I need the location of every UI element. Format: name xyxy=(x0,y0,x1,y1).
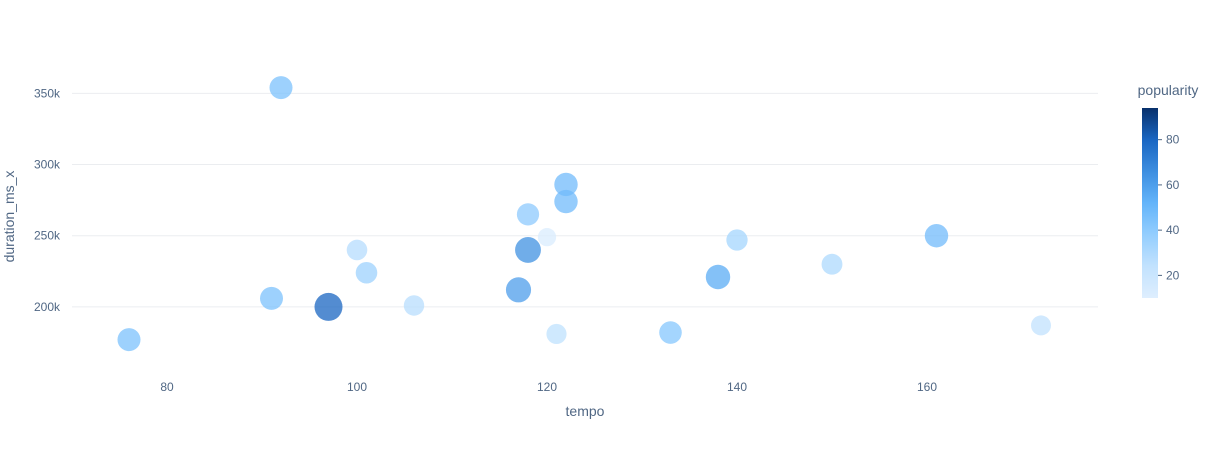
colorbar-tick-label: 80 xyxy=(1166,133,1180,147)
y-tick-label: 300k xyxy=(34,158,61,172)
y-tick-label: 200k xyxy=(34,300,61,314)
x-axis: 80 100 120 140 160 xyxy=(160,380,937,394)
scatter-point[interactable] xyxy=(821,253,843,275)
x-tick-label: 120 xyxy=(537,380,557,394)
colorbar-title: popularity xyxy=(1138,82,1199,98)
scatter-point[interactable] xyxy=(515,237,541,263)
scatter-point[interactable] xyxy=(554,172,578,197)
scatter-point[interactable] xyxy=(260,286,283,310)
scatter-point[interactable] xyxy=(269,76,293,100)
x-tick-label: 160 xyxy=(917,380,937,394)
scatter-point[interactable] xyxy=(546,323,567,345)
scatter-point[interactable] xyxy=(505,277,532,303)
y-tick-label: 250k xyxy=(34,229,61,243)
y-axis: 200k 250k 300k 350k xyxy=(34,86,61,314)
scatter-point[interactable] xyxy=(924,224,949,248)
scatter-point[interactable] xyxy=(1031,315,1051,336)
y-tick-label: 350k xyxy=(34,86,61,100)
scatter-point[interactable] xyxy=(726,229,748,251)
scatter-point[interactable] xyxy=(314,292,343,321)
x-tick-label: 140 xyxy=(727,380,747,394)
scatter-point[interactable] xyxy=(705,264,731,290)
scatter-point[interactable] xyxy=(537,228,557,247)
colorbar: popularity 20 40 60 80 xyxy=(1138,82,1199,298)
scatter-point[interactable] xyxy=(554,189,578,214)
y-axis-title: duration_ms_x xyxy=(1,171,17,263)
scatter-point[interactable] xyxy=(355,261,378,284)
grid-layer xyxy=(72,92,1098,308)
colorbar-tick-label: 60 xyxy=(1166,178,1180,192)
x-tick-label: 80 xyxy=(160,380,174,394)
scatter-point[interactable] xyxy=(117,328,141,352)
colorbar-ticks: 20 40 60 80 xyxy=(1158,133,1180,282)
x-axis-title: tempo xyxy=(566,403,605,419)
points-layer xyxy=(117,76,1051,352)
x-tick-label: 100 xyxy=(347,380,367,394)
colorbar-tick-label: 20 xyxy=(1166,268,1180,282)
scatter-point[interactable] xyxy=(516,203,540,226)
scatter-point[interactable] xyxy=(346,239,368,261)
scatter-point[interactable] xyxy=(403,295,425,316)
colorbar-gradient xyxy=(1142,108,1158,298)
colorbar-tick-label: 40 xyxy=(1166,223,1180,237)
scatter-point[interactable] xyxy=(659,321,682,344)
